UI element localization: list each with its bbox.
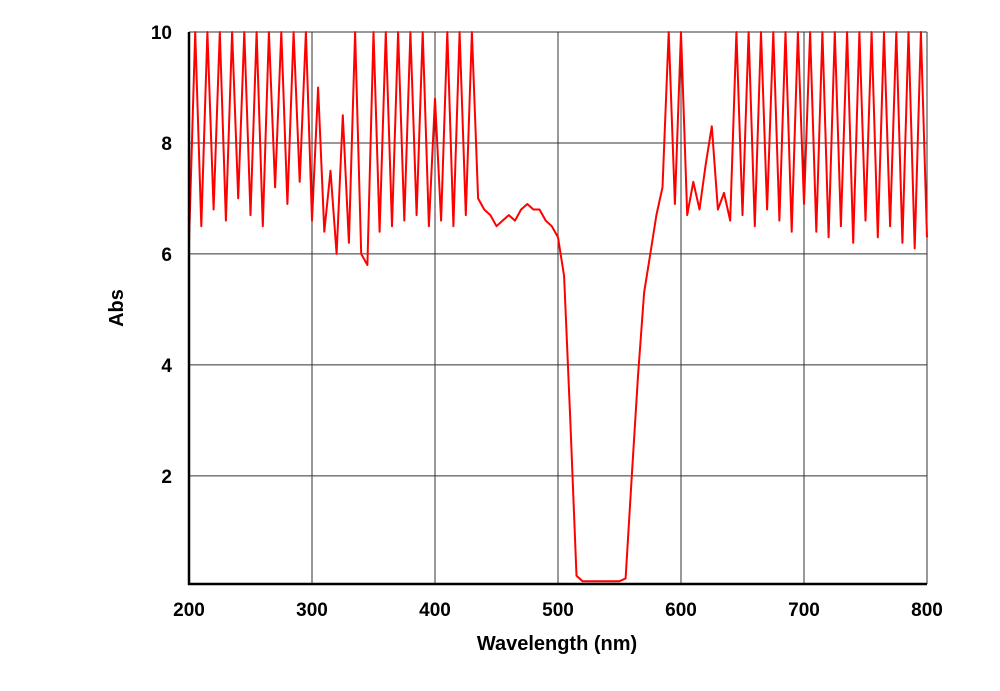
y-tick-label: 10 [151, 23, 172, 44]
y-tick-label: 4 [161, 356, 172, 377]
y-tick-label: 2 [161, 467, 172, 488]
absorbance-series-line [188, 31, 928, 583]
x-tick-label: 700 [788, 600, 820, 621]
y-tick-label: 6 [161, 245, 172, 266]
x-tick-label: 300 [296, 600, 328, 621]
x-tick-label: 600 [665, 600, 697, 621]
x-tick-label: 800 [911, 600, 943, 621]
grid [189, 31, 928, 584]
tick-labels: 200 300 400 500 600 700 800 2 4 6 8 10 [151, 23, 943, 621]
x-tick-label: 400 [419, 600, 451, 621]
series [188, 31, 928, 583]
y-axis-label: Abs [106, 289, 128, 327]
x-tick-label: 500 [542, 600, 574, 621]
x-axis-label: Wavelength (nm) [477, 633, 637, 655]
axes [187, 32, 927, 586]
y-tick-label: 8 [161, 134, 172, 155]
x-tick-label: 200 [173, 600, 205, 621]
